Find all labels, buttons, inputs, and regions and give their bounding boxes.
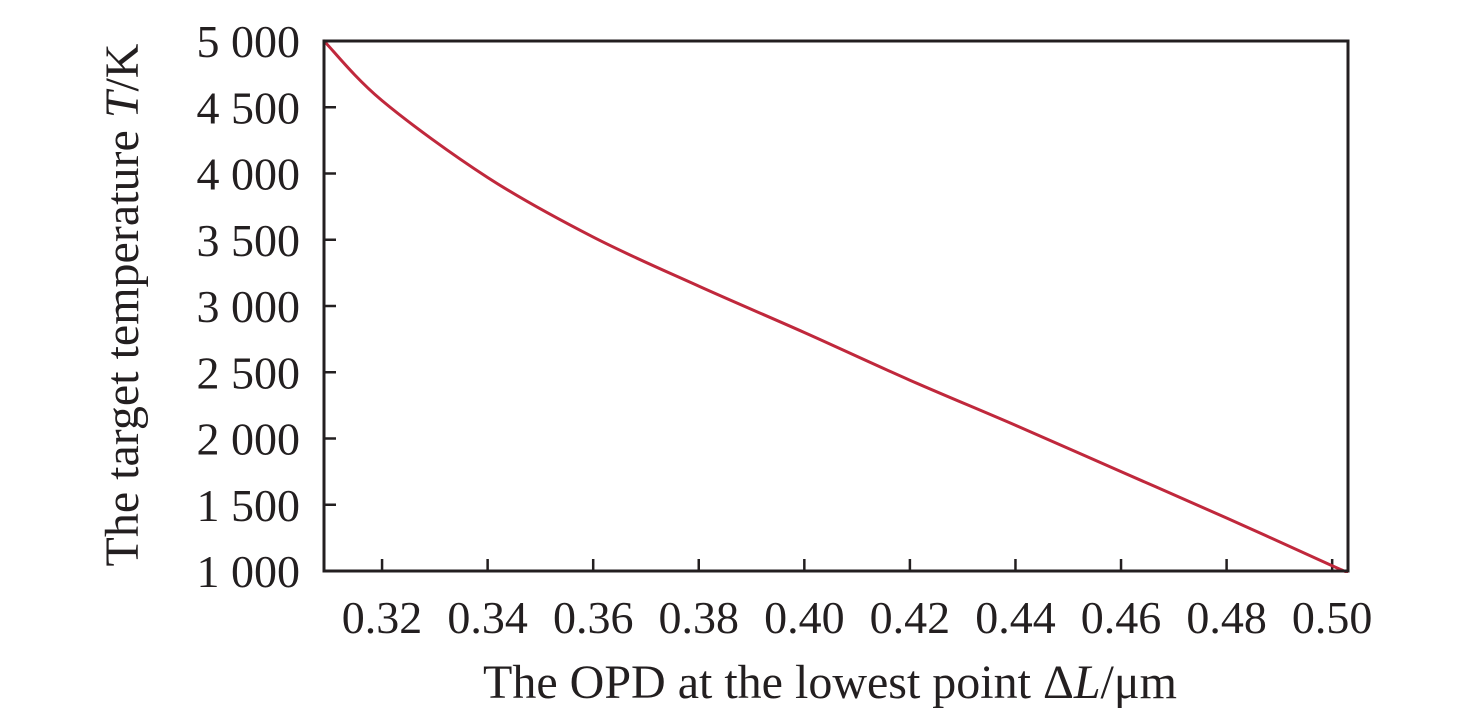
series-line xyxy=(324,39,1348,573)
x-tick-label: 0.42 xyxy=(870,592,951,643)
y-axis-title: The target temperature T/K xyxy=(96,43,149,566)
y-tick-label: 4 500 xyxy=(197,82,301,133)
y-tick-label: 1 000 xyxy=(197,546,301,597)
x-tick-label: 0.34 xyxy=(447,592,528,643)
x-axis-title-variable: L xyxy=(1073,656,1101,709)
y-axis-title-prefix: The target temperature xyxy=(96,118,149,566)
x-axis-title-unit: /μm xyxy=(1101,656,1177,709)
y-axis-title-variable: T xyxy=(96,88,149,118)
series-layer xyxy=(324,39,1348,573)
x-tick-label: 0.48 xyxy=(1186,592,1267,643)
y-tick-label: 2 500 xyxy=(197,347,301,398)
x-tick-label: 0.36 xyxy=(553,592,634,643)
y-tick-label: 3 500 xyxy=(197,215,301,266)
y-tick-label: 5 000 xyxy=(197,16,301,67)
y-tick-label: 1 500 xyxy=(197,480,301,531)
y-tick-label: 4 000 xyxy=(197,149,301,200)
x-tick-label: 0.44 xyxy=(975,592,1056,643)
x-tick-label: 0.40 xyxy=(764,592,845,643)
x-axis-title-prefix: The OPD at the lowest point Δ xyxy=(483,656,1074,709)
x-tick-label: 0.32 xyxy=(342,592,423,643)
y-axis-title-unit: /K xyxy=(96,43,149,91)
x-tick-label: 0.46 xyxy=(1081,592,1162,643)
y-tick-label: 2 000 xyxy=(197,414,301,465)
x-tick-label: 0.50 xyxy=(1292,592,1373,643)
ticks-layer: 0.32 0.34 0.36 0.38 0.40 0.42 0.44 0.46 0.48 0.50… xyxy=(197,16,1373,643)
plot-frame xyxy=(322,39,1350,573)
x-axis-title: The OPD at the lowest point ΔL/μm xyxy=(483,656,1177,709)
y-tick-label: 3 000 xyxy=(197,281,301,332)
x-tick-label: 0.38 xyxy=(659,592,740,643)
